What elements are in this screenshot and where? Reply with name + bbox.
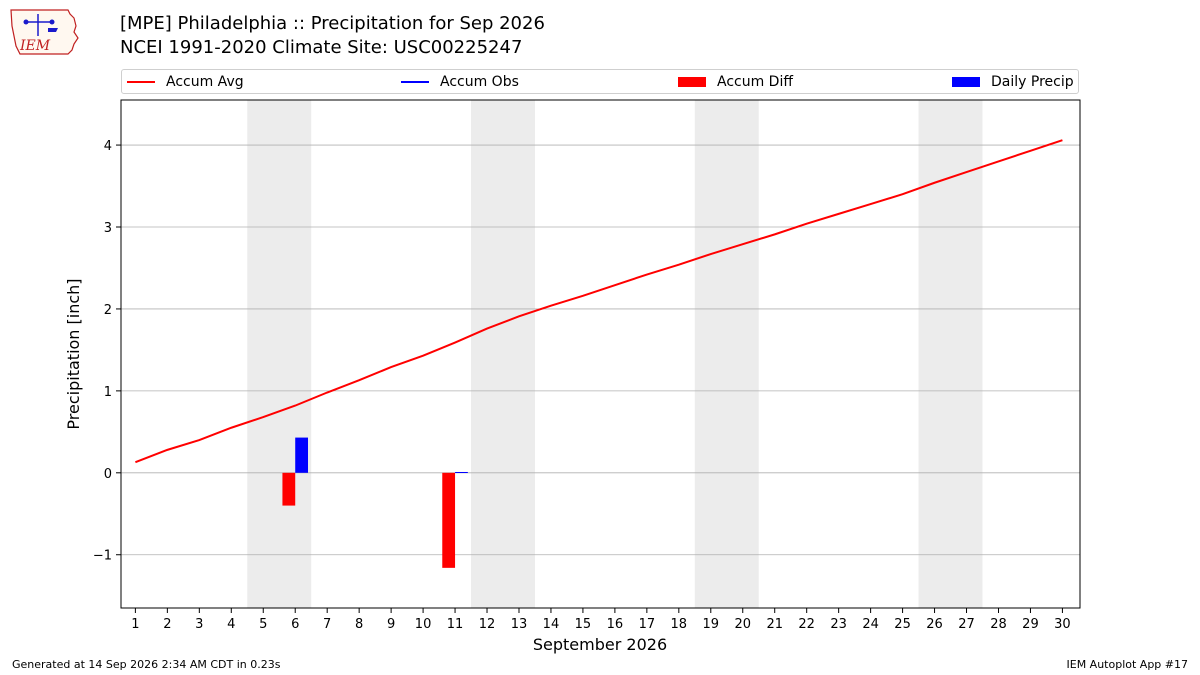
x-tick-label: 14	[543, 617, 560, 632]
weekend-band-1	[247, 100, 312, 608]
x-tick-label: 4	[227, 617, 235, 632]
legend-swatch-accum-diff	[678, 77, 706, 87]
y-tick-label: 4	[104, 139, 112, 154]
y-axis: −1 0 1 2 3 4	[93, 139, 121, 564]
bars	[282, 437, 468, 568]
legend-label-daily-precip: Daily Precip	[991, 74, 1074, 90]
legend-label-accum-diff: Accum Diff	[717, 74, 794, 90]
legend-swatch-accum-avg	[127, 81, 155, 83]
legend-swatch-daily-precip	[952, 77, 980, 87]
daily-precip-bar	[455, 471, 468, 473]
x-tick-label: 1	[131, 617, 139, 632]
x-tick-label: 8	[355, 617, 363, 632]
x-tick-label: 20	[734, 617, 751, 632]
daily-precip-bar	[295, 437, 309, 473]
x-axis: 1 2 3 4 5 6 7 8 9 10 11 12 13 14 15 16 17 18 19 20 21 22 23 24 2…	[131, 608, 1071, 632]
accum-diff-bar	[442, 472, 456, 568]
legend-item-accum-diff: Accum Diff	[678, 73, 793, 91]
x-tick-label: 13	[511, 617, 528, 632]
x-tick-label: 2	[163, 617, 171, 632]
footer-app: IEM Autoplot App #17	[1066, 658, 1189, 671]
x-tick-label: 18	[671, 617, 688, 632]
x-tick-label: 9	[387, 617, 395, 632]
weekend-band-2	[471, 100, 535, 608]
y-tick-label: 1	[104, 385, 112, 400]
x-tick-label: 10	[415, 617, 432, 632]
footer-generated: Generated at 14 Sep 2026 2:34 AM CDT in …	[12, 658, 281, 671]
plot-frame	[120, 99, 1081, 609]
accum-avg-line	[135, 139, 1063, 464]
x-tick-label: 23	[830, 617, 847, 632]
y-tick-label: 2	[104, 303, 112, 318]
legend-item-accum-avg: Accum Avg	[127, 73, 244, 91]
x-tick-label: 24	[862, 617, 879, 632]
x-tick-label: 26	[926, 617, 943, 632]
y-tick-label: 3	[104, 221, 112, 236]
legend-item-daily-precip: Daily Precip	[952, 73, 1074, 91]
chart-legend: Accum Avg Accum Obs Accum Diff Daily Pre…	[121, 69, 1079, 94]
weekend-shading	[247, 100, 983, 608]
x-tick-label: 21	[766, 617, 783, 632]
x-tick-label: 5	[259, 617, 267, 632]
legend-item-accum-obs: Accum Obs	[401, 73, 519, 91]
x-tick-label: 15	[575, 617, 592, 632]
x-tick-label: 19	[703, 617, 720, 632]
x-tick-label: 29	[1022, 617, 1039, 632]
accum-diff-bar	[282, 472, 296, 506]
x-tick-label: 22	[798, 617, 815, 632]
weekend-band-3	[694, 100, 759, 608]
x-tick-label: 30	[1054, 617, 1071, 632]
iem-logo-text: IEM	[19, 38, 51, 54]
x-tick-label: 11	[447, 617, 464, 632]
grid-lines	[121, 144, 1080, 556]
legend-label-accum-obs: Accum Obs	[440, 74, 519, 90]
x-tick-label: 7	[323, 617, 331, 632]
chart-title: [MPE] Philadelphia :: Precipitation for …	[120, 13, 545, 34]
chart-subtitle: NCEI 1991-2020 Climate Site: USC00225247	[120, 37, 523, 58]
x-axis-label: September 2026	[533, 635, 667, 654]
y-tick-label: −1	[93, 549, 112, 564]
x-tick-label: 25	[894, 617, 911, 632]
x-tick-label: 16	[607, 617, 624, 632]
iem-logo: IEM	[10, 9, 79, 55]
x-tick-label: 12	[479, 617, 496, 632]
legend-label-accum-avg: Accum Avg	[166, 74, 244, 90]
x-tick-label: 17	[639, 617, 656, 632]
legend-swatch-accum-obs	[401, 81, 429, 83]
y-axis-label: Precipitation [inch]	[64, 278, 83, 429]
x-tick-label: 6	[291, 617, 299, 632]
series-lines	[135, 139, 1063, 464]
weekend-band-4	[918, 100, 983, 608]
x-tick-label: 28	[990, 617, 1007, 632]
x-tick-label: 27	[958, 617, 975, 632]
y-tick-label: 0	[104, 467, 112, 482]
x-tick-label: 3	[195, 617, 203, 632]
